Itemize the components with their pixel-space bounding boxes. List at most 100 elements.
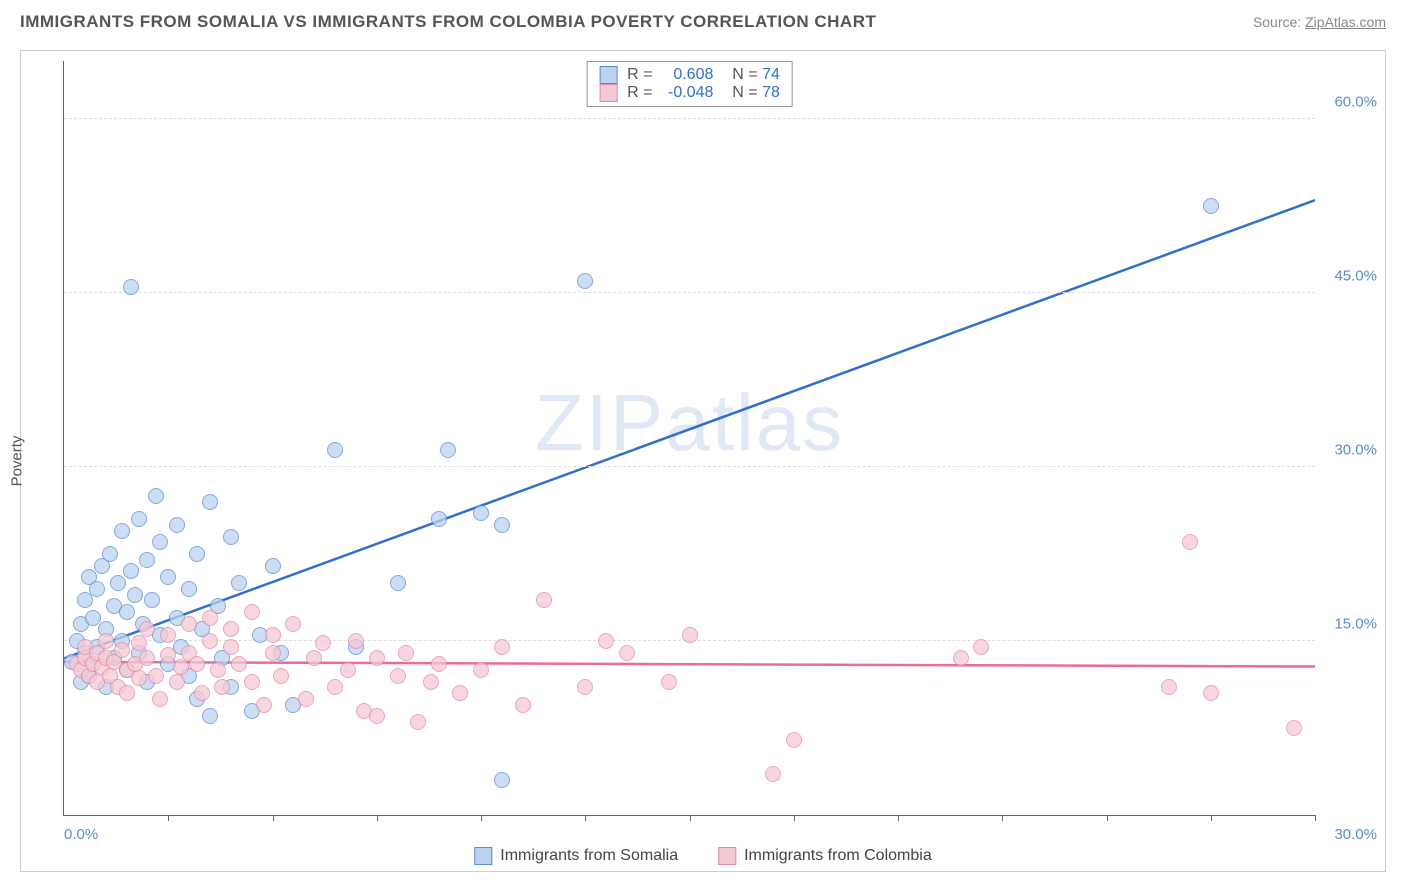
legend-item-colombia: Immigrants from Colombia bbox=[718, 847, 932, 865]
xtick bbox=[1315, 815, 1316, 821]
xtick-label: 0.0% bbox=[64, 826, 98, 843]
plot-area: ZIPatlas R = 0.608 N = 74 R = -0.048 N =… bbox=[63, 61, 1315, 816]
n-value-colombia: 78 bbox=[762, 84, 780, 101]
point-colombia bbox=[423, 674, 439, 690]
xtick bbox=[1211, 815, 1212, 821]
legend-label-somalia: Immigrants from Somalia bbox=[500, 847, 678, 865]
point-somalia bbox=[152, 534, 168, 550]
xtick-label: 30.0% bbox=[1334, 826, 1377, 843]
ytick-label: 45.0% bbox=[1322, 268, 1377, 285]
point-colombia bbox=[390, 668, 406, 684]
swatch-colombia-icon bbox=[718, 847, 736, 865]
point-colombia bbox=[131, 635, 147, 651]
point-colombia bbox=[98, 633, 114, 649]
point-somalia bbox=[390, 575, 406, 591]
point-somalia bbox=[577, 273, 593, 289]
n-value-somalia: 74 bbox=[762, 66, 780, 83]
chart-container: Poverty ZIPatlas R = 0.608 N = 74 R = -0… bbox=[20, 50, 1386, 872]
y-axis-label: Poverty bbox=[9, 436, 26, 487]
point-colombia bbox=[348, 633, 364, 649]
point-colombia bbox=[682, 627, 698, 643]
point-colombia bbox=[953, 650, 969, 666]
watermark: ZIPatlas bbox=[535, 377, 844, 469]
point-somalia bbox=[110, 575, 126, 591]
xtick bbox=[585, 815, 586, 821]
point-somalia bbox=[77, 592, 93, 608]
point-colombia bbox=[410, 714, 426, 730]
point-colombia bbox=[131, 670, 147, 686]
point-colombia bbox=[598, 633, 614, 649]
point-colombia bbox=[223, 639, 239, 655]
point-colombia bbox=[536, 592, 552, 608]
xtick bbox=[690, 815, 691, 821]
point-somalia bbox=[189, 546, 205, 562]
gridline bbox=[64, 118, 1315, 119]
n-label: N = bbox=[732, 84, 757, 101]
legend-label-colombia: Immigrants from Colombia bbox=[744, 847, 932, 865]
gridline bbox=[64, 292, 1315, 293]
xtick bbox=[898, 815, 899, 821]
point-somalia bbox=[265, 558, 281, 574]
point-colombia bbox=[515, 697, 531, 713]
point-colombia bbox=[139, 650, 155, 666]
point-colombia bbox=[452, 685, 468, 701]
r-value-colombia: -0.048 bbox=[661, 84, 713, 102]
point-colombia bbox=[494, 639, 510, 655]
xtick bbox=[794, 815, 795, 821]
legend-correlation-box: R = 0.608 N = 74 R = -0.048 N = 78 bbox=[586, 61, 793, 107]
point-colombia bbox=[369, 708, 385, 724]
header: IMMIGRANTS FROM SOMALIA VS IMMIGRANTS FR… bbox=[0, 0, 1406, 40]
legend-series: Immigrants from Somalia Immigrants from … bbox=[474, 847, 931, 865]
point-somalia bbox=[119, 604, 135, 620]
xtick bbox=[273, 815, 274, 821]
point-colombia bbox=[398, 645, 414, 661]
ytick-label: 60.0% bbox=[1322, 94, 1377, 111]
point-somalia bbox=[494, 517, 510, 533]
point-colombia bbox=[265, 627, 281, 643]
point-somalia bbox=[223, 529, 239, 545]
point-somalia bbox=[102, 546, 118, 562]
ytick-label: 15.0% bbox=[1322, 616, 1377, 633]
point-somalia bbox=[114, 523, 130, 539]
xtick bbox=[168, 815, 169, 821]
gridline bbox=[64, 466, 1315, 467]
point-colombia bbox=[619, 645, 635, 661]
point-colombia bbox=[119, 685, 135, 701]
point-colombia bbox=[1286, 720, 1302, 736]
point-somalia bbox=[181, 581, 197, 597]
chart-title: IMMIGRANTS FROM SOMALIA VS IMMIGRANTS FR… bbox=[20, 12, 876, 32]
point-colombia bbox=[231, 656, 247, 672]
point-colombia bbox=[202, 610, 218, 626]
point-colombia bbox=[160, 627, 176, 643]
point-somalia bbox=[494, 772, 510, 788]
source-link[interactable]: ZipAtlas.com bbox=[1305, 14, 1386, 30]
point-colombia bbox=[327, 679, 343, 695]
swatch-somalia bbox=[599, 66, 617, 84]
point-colombia bbox=[139, 621, 155, 637]
point-colombia bbox=[244, 604, 260, 620]
point-colombia bbox=[114, 642, 130, 658]
ytick-label: 30.0% bbox=[1322, 442, 1377, 459]
point-somalia bbox=[431, 511, 447, 527]
point-colombia bbox=[256, 697, 272, 713]
xtick bbox=[1002, 815, 1003, 821]
point-colombia bbox=[173, 659, 189, 675]
point-somalia bbox=[89, 581, 105, 597]
point-colombia bbox=[214, 679, 230, 695]
point-somalia bbox=[231, 575, 247, 591]
point-colombia bbox=[786, 732, 802, 748]
point-somalia bbox=[139, 552, 155, 568]
point-colombia bbox=[169, 674, 185, 690]
point-colombia bbox=[306, 650, 322, 666]
legend-row-somalia: R = 0.608 N = 74 bbox=[599, 66, 780, 84]
xtick bbox=[481, 815, 482, 821]
point-somalia bbox=[123, 279, 139, 295]
point-somalia bbox=[202, 494, 218, 510]
point-colombia bbox=[273, 668, 289, 684]
point-colombia bbox=[148, 668, 164, 684]
point-colombia bbox=[189, 656, 205, 672]
point-colombia bbox=[152, 691, 168, 707]
point-colombia bbox=[577, 679, 593, 695]
point-somalia bbox=[127, 587, 143, 603]
point-somalia bbox=[123, 563, 139, 579]
